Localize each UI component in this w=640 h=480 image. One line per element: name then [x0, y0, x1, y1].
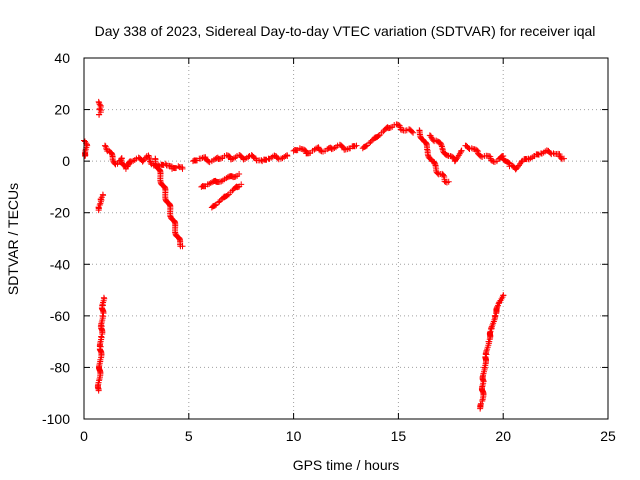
y-tick-label: 40 — [54, 50, 70, 66]
y-tick-label: -100 — [42, 411, 70, 427]
x-tick-label: 20 — [495, 428, 511, 444]
data-point — [240, 156, 247, 163]
x-axis-label: GPS time / hours — [293, 457, 400, 473]
data-point — [179, 243, 186, 250]
data-point — [128, 158, 135, 165]
y-tick-label: -60 — [50, 308, 70, 324]
y-tick-label: -40 — [50, 256, 70, 272]
data-point — [96, 111, 103, 118]
data-point — [362, 143, 369, 150]
data-point — [229, 156, 236, 163]
data-point — [560, 155, 567, 162]
data-point — [296, 145, 303, 152]
data-point — [375, 132, 382, 139]
data-point — [99, 191, 106, 198]
data-point — [494, 303, 501, 310]
chart-title: Day 338 of 2023, Sidereal Day-to-day VTE… — [95, 23, 596, 39]
data-point — [488, 324, 495, 331]
y-tick-label: -20 — [50, 205, 70, 221]
data-point — [96, 106, 103, 113]
data-point — [235, 184, 242, 191]
data-point — [245, 153, 252, 160]
data-point — [397, 126, 404, 133]
data-point — [98, 333, 105, 340]
data-point — [212, 202, 219, 209]
x-tick-label: 15 — [391, 428, 407, 444]
grid-lines — [84, 58, 608, 419]
data-point — [505, 159, 512, 166]
data-point — [82, 152, 89, 159]
data-point — [468, 145, 475, 152]
data-point — [491, 312, 498, 319]
data-point — [99, 312, 106, 319]
plot-frame — [83, 57, 609, 420]
data-points — [81, 98, 567, 412]
y-tick-label: 20 — [54, 102, 70, 118]
data-point — [410, 129, 417, 136]
data-point — [223, 175, 230, 182]
data-point — [100, 294, 107, 301]
data-point — [284, 152, 291, 159]
data-point — [238, 181, 245, 188]
data-point — [550, 150, 557, 157]
data-point — [437, 140, 444, 147]
data-point — [387, 124, 394, 131]
data-point — [473, 147, 480, 154]
x-tick-label: 0 — [80, 428, 88, 444]
data-point — [427, 132, 434, 139]
data-point — [445, 178, 452, 185]
data-point — [96, 201, 103, 208]
data-point — [140, 157, 147, 164]
data-point — [500, 292, 507, 299]
data-point — [224, 192, 231, 199]
y-axis-label: SDTVAR / TECUs — [5, 183, 21, 295]
y-tick-label: 0 — [62, 153, 70, 169]
data-point — [440, 172, 447, 179]
data-point — [147, 158, 154, 165]
data-point — [424, 146, 431, 153]
data-point — [302, 147, 309, 154]
data-point — [329, 145, 336, 152]
y-tick-label: -80 — [50, 359, 70, 375]
data-point — [217, 155, 224, 162]
data-point — [236, 171, 243, 178]
data-point — [175, 163, 182, 170]
x-tick-label: 10 — [286, 428, 302, 444]
x-tick-label: 25 — [600, 428, 616, 444]
data-point — [367, 139, 374, 146]
data-point — [232, 173, 239, 180]
data-point — [458, 147, 465, 154]
data-point — [518, 159, 525, 166]
data-point — [477, 400, 484, 407]
x-tick-label: 5 — [185, 428, 193, 444]
data-point — [216, 198, 223, 205]
data-point — [179, 165, 186, 172]
data-point — [353, 142, 360, 149]
data-point — [408, 128, 415, 135]
